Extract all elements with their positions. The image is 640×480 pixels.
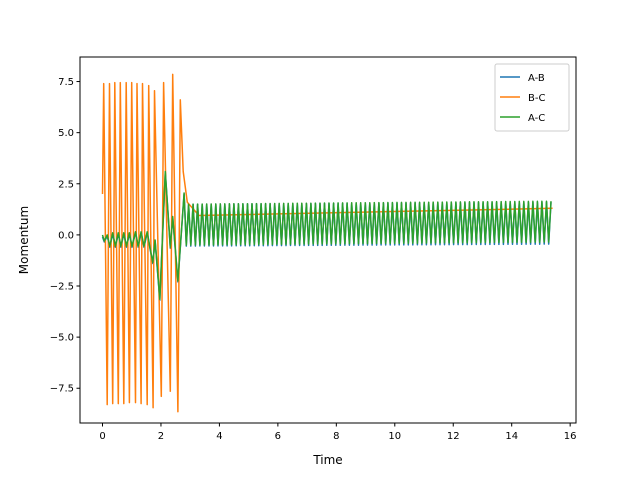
x-tick-label: 2 [158, 431, 164, 442]
y-tick-label: −7.5 [50, 384, 74, 395]
axes-frame [79, 56, 577, 424]
legend-label: A-C [528, 113, 545, 124]
y-tick-label: 5.0 [58, 128, 74, 139]
x-tick-label: 8 [333, 431, 339, 442]
y-axis-ticks: 7.5 5.0 2.5 0.0 −2.5 −5.0 −7.5 [50, 77, 80, 395]
x-tick-label: 6 [275, 431, 281, 442]
y-tick-label: 0.0 [58, 230, 74, 241]
y-tick-label: 2.5 [58, 179, 74, 190]
x-tick-label: 4 [216, 431, 222, 442]
x-axis-ticks: 0 2 4 6 8 10 12 14 16 [99, 423, 577, 442]
legend: A-B B-C A-C [494, 63, 570, 132]
x-tick-label: 0 [99, 431, 105, 442]
x-axis-label: Time [312, 453, 342, 467]
plot-lines [101, 73, 553, 413]
y-axis-label: Momentum [17, 206, 31, 274]
y-tick-label: −5.0 [50, 333, 74, 344]
x-tick-label: 10 [388, 431, 401, 442]
series-line-b-c [101, 73, 553, 413]
x-tick-label: 16 [564, 431, 577, 442]
x-tick-label: 14 [505, 431, 518, 442]
legend-label: A-B [528, 73, 545, 84]
legend-box [494, 63, 570, 132]
series-line-a-c [101, 170, 552, 301]
y-tick-label: 7.5 [58, 77, 74, 88]
legend-label: B-C [528, 93, 545, 104]
x-tick-label: 12 [447, 431, 460, 442]
y-tick-label: −2.5 [50, 282, 74, 293]
